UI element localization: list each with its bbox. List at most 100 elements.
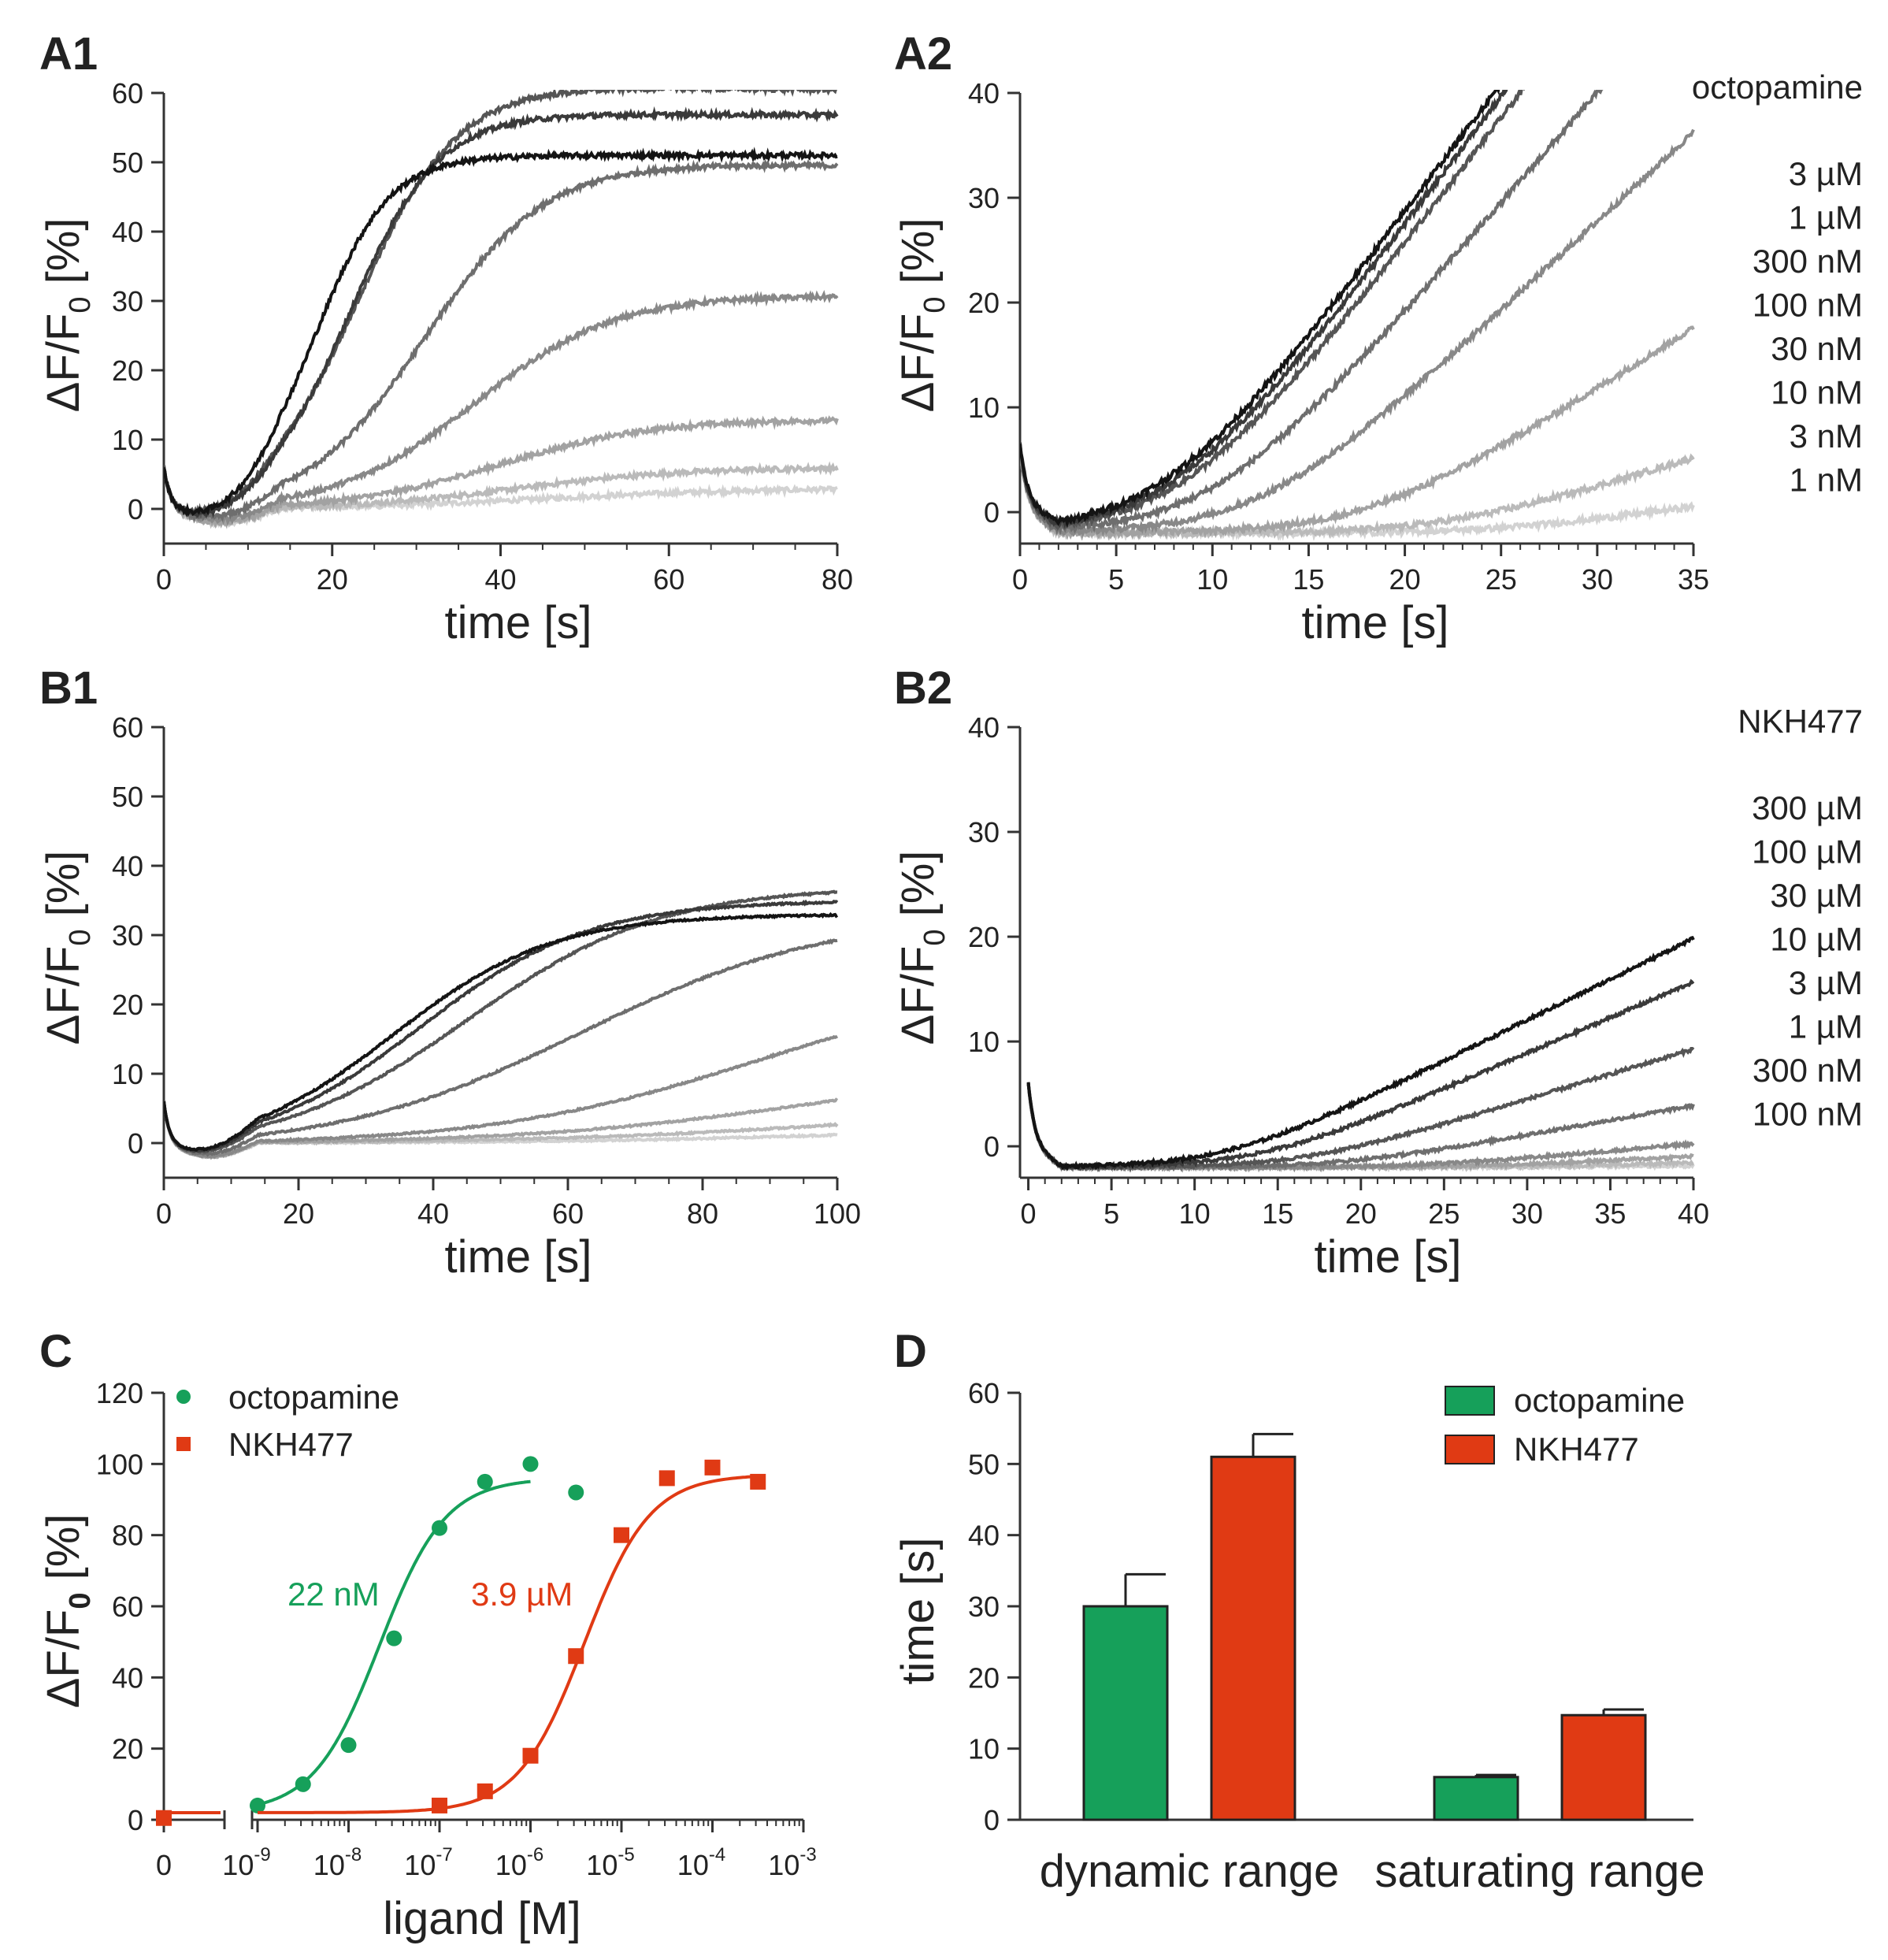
c-point-nkh477: [432, 1797, 447, 1813]
b1-trace-3: [164, 938, 838, 1157]
d-y-tick-label: 10: [968, 1733, 1000, 1765]
a1-trace-5: [164, 415, 839, 529]
c-x-tick-label: 10-3: [768, 1844, 816, 1881]
c-x-tick-label: 10-8: [313, 1844, 362, 1881]
c-x-tick-label-exponent: -7: [436, 1844, 452, 1865]
d-y-tick-label: 20: [968, 1661, 1000, 1694]
c-x-tick-label: 10-7: [404, 1844, 452, 1881]
b2-conc-label: 300 µM: [1752, 789, 1863, 826]
a1-traces: [164, 90, 839, 529]
c-x-tick-label: 10-6: [495, 1844, 543, 1881]
b1-trace-4: [164, 1034, 839, 1160]
b1-x-axis-title: time [s]: [445, 1231, 592, 1283]
c-x-tick-label: 10-5: [586, 1844, 634, 1881]
c-point-octopamine: [295, 1776, 311, 1792]
c-point-nkh477: [614, 1527, 629, 1543]
panel-label-c: C: [39, 1326, 72, 1377]
d-y-tick-label: 60: [968, 1377, 1000, 1409]
a2-conc-label: 100 nM: [1753, 287, 1863, 324]
a1-x-tick-label: 80: [822, 563, 853, 596]
d-legend: octopamine NKH477: [1445, 1382, 1685, 1468]
c-point-octopamine: [568, 1484, 584, 1501]
a1-trace-3: [164, 158, 839, 524]
a2-x-tick-label: 15: [1293, 563, 1324, 596]
a2-x-tick-label: 20: [1389, 563, 1421, 596]
c-legend: octopamine NKH477: [176, 1379, 399, 1463]
a1-trace-4: [164, 289, 839, 526]
a1-x-tick-label: 40: [484, 563, 516, 596]
panel-a2: A2 0 10 20 30 40 0 5 10 15 20 25 30 35 time [s] ΔF/F…: [892, 28, 1863, 648]
panel-label-d: D: [894, 1326, 927, 1377]
c-fit-curve-nkh477: [258, 1475, 759, 1814]
b2-x-tick-label: 40: [1678, 1197, 1709, 1230]
b2-x-tick-label: 0: [1021, 1197, 1037, 1230]
d-bar-octopamine: [1082, 1605, 1169, 1821]
d-bar-nkh477: [1560, 1713, 1647, 1821]
panel-a1: A1 0 10 20 30 40 50 60 0 20 40 60 80 time [s] ΔF/F0…: [38, 28, 853, 648]
d-legend-octopamine: octopamine: [1514, 1382, 1685, 1419]
b2-axes: 0 10 20 30 40 0 5 10 15 20 25 30 35 40: [968, 711, 1709, 1230]
c-legend-circle-icon: [176, 1390, 191, 1404]
c-x-axis-title: ligand [M]: [383, 1893, 580, 1944]
b2-x-tick-label: 35: [1594, 1197, 1626, 1230]
a2-concentration-legend: octopamine 3 µM 1 µM 300 nM 100 nM 30 nM 10 n…: [1692, 69, 1863, 499]
d-y-tick-label: 30: [968, 1591, 1000, 1623]
b1-y-tick-label: 10: [112, 1058, 143, 1090]
b2-y-tick-label: 40: [968, 711, 1000, 744]
b1-x-tick-label: 20: [283, 1197, 314, 1230]
c-x-tick-label-base: 10: [495, 1849, 527, 1881]
a1-y-tick-label: 50: [112, 147, 143, 179]
a2-conc-label: 1 µM: [1789, 199, 1863, 236]
a1-x-axis-title: time [s]: [445, 597, 592, 648]
a2-axes: 0 10 20 30 40 0 5 10 15 20 25 30 35: [968, 77, 1709, 596]
c-legend-octopamine: octopamine: [228, 1379, 399, 1416]
panel-b2: B2 0 10 20 30 40 0 5 10 15 20 25 30 35 40 time [s] ΔF…: [892, 663, 1863, 1283]
panel-d: D 0 10 20 30 40 50 60 time [s] dynamic range s…: [892, 1326, 1705, 1897]
a2-x-tick-label: 35: [1678, 563, 1709, 596]
b1-y-tick-label: 50: [112, 781, 143, 813]
c-x-tick-label-exponent: -8: [345, 1844, 362, 1865]
a2-trace-2: [1020, 90, 1525, 531]
b2-compound-label: NKH477: [1738, 703, 1863, 740]
c-x-tick-label-exponent: -6: [527, 1844, 543, 1865]
d-bars: [1082, 1432, 1647, 1821]
b2-traces: [1026, 936, 1695, 1173]
b1-x-tick-label: 40: [417, 1197, 449, 1230]
b1-trace-1: [164, 899, 839, 1153]
b2-x-tick-label: 15: [1262, 1197, 1293, 1230]
d-bar-octopamine: [1433, 1776, 1519, 1821]
c-y-tick-label: 60: [112, 1591, 143, 1623]
a1-y-tick-label: 30: [112, 285, 143, 317]
b2-y-tick-label: 10: [968, 1026, 1000, 1058]
c-point-nkh477: [750, 1473, 766, 1490]
c-point-octopamine: [432, 1520, 447, 1536]
a1-y-tick-label: 60: [112, 77, 143, 110]
a1-x-tick-label: 20: [317, 563, 348, 596]
b2-y-axis-title: ΔF/F0 [%]: [892, 851, 951, 1045]
b2-concentration-legend: NKH477 300 µM 100 µM 30 µM 10 µM 3 µM 1 µM 300…: [1738, 703, 1863, 1133]
c-point-octopamine: [340, 1737, 357, 1754]
d-y-tick-label: 40: [968, 1520, 1000, 1552]
c-y-axis-title: ΔF/F0 [%]: [38, 1514, 97, 1709]
b2-x-tick-label: 30: [1512, 1197, 1543, 1230]
d-y-tick-label: 50: [968, 1448, 1000, 1480]
b1-y-tick-label: 60: [112, 711, 143, 744]
a2-conc-label: 3 nM: [1790, 418, 1863, 455]
a1-axes: 0 10 20 30 40 50 60 0 20 40 60 80: [112, 77, 853, 596]
b2-x-axis-title: time [s]: [1315, 1231, 1462, 1283]
c-y-tick-label: 40: [112, 1661, 143, 1694]
panel-b1: B1 0 10 20 30 40 50 60 0 20 40 60 80 100 time [s] ΔF…: [38, 663, 861, 1283]
a2-x-tick-label: 0: [1012, 563, 1028, 596]
a1-y-tick-label: 0: [128, 493, 143, 525]
a2-trace-3: [1020, 90, 1604, 536]
c-point-nkh477: [704, 1459, 721, 1476]
d-category-saturating-range: saturating range: [1374, 1846, 1704, 1897]
c-point-octopamine: [386, 1630, 402, 1646]
d-legend-nkh477: NKH477: [1514, 1431, 1639, 1468]
panel-label-b2: B2: [894, 663, 952, 714]
panel-label-b1: B1: [39, 663, 98, 714]
c-x-tick-label: 0: [156, 1849, 172, 1881]
c-x-tick-label-base: 0: [156, 1849, 172, 1881]
